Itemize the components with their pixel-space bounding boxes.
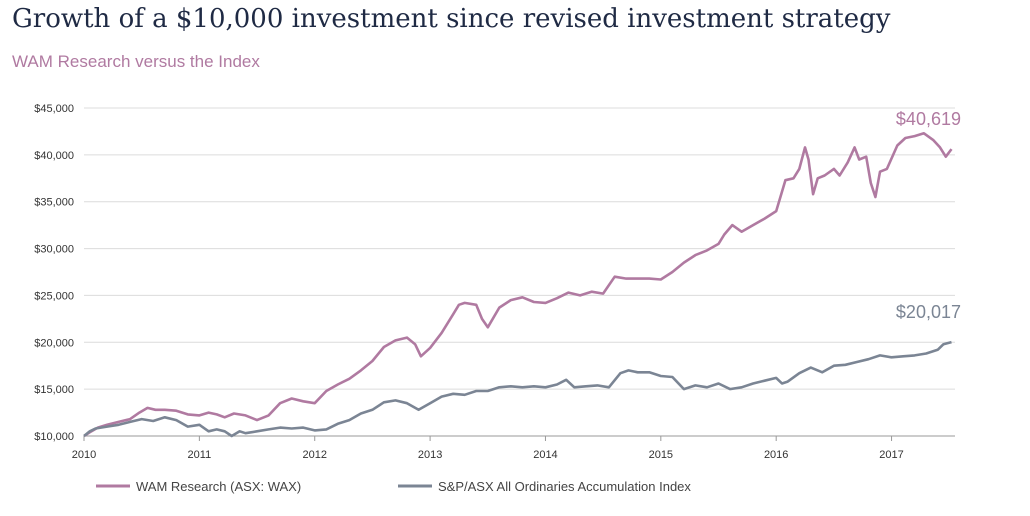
legend-label: S&P/ASX All Ordinaries Accumulation Inde… bbox=[438, 479, 691, 494]
x-tick-label: 2017 bbox=[879, 449, 903, 461]
page-subtitle: WAM Research versus the Index bbox=[12, 52, 260, 71]
y-tick-label: $15,000 bbox=[34, 384, 74, 396]
x-tick-label: 2014 bbox=[533, 449, 557, 461]
y-axis-ticks: $10,000 $15,000 $20,000 $25,000 $30,000 $35,0… bbox=[34, 103, 74, 443]
end-labels: $40,619 $20,017 bbox=[896, 109, 961, 322]
y-tick-label: $25,000 bbox=[34, 290, 74, 302]
series-line-0 bbox=[83, 132, 953, 438]
x-tick-label: 2016 bbox=[764, 449, 788, 461]
gridlines bbox=[84, 107, 955, 437]
y-tick-label: $45,000 bbox=[34, 103, 74, 115]
series-line-1 bbox=[83, 340, 952, 438]
y-tick-label: $35,000 bbox=[34, 197, 74, 209]
legend-label: WAM Research (ASX: WAX) bbox=[136, 479, 301, 494]
y-tick-label: $40,000 bbox=[34, 150, 74, 162]
x-tick-label: 2012 bbox=[302, 449, 326, 461]
x-tick-label: 2015 bbox=[649, 449, 673, 461]
x-axis-ticks: 2010 2011 2012 2013 2014 2015 2016 2017 bbox=[72, 436, 904, 461]
y-tick-label: $30,000 bbox=[34, 244, 74, 256]
y-tick-label: $20,000 bbox=[34, 337, 74, 349]
end-value-label: $20,017 bbox=[896, 302, 961, 322]
page-title: Growth of a $10,000 investment since rev… bbox=[12, 4, 891, 34]
x-tick-label: 2010 bbox=[72, 449, 96, 461]
x-tick-label: 2011 bbox=[188, 449, 212, 461]
series-lines bbox=[83, 132, 953, 438]
y-tick-label: $10,000 bbox=[34, 431, 74, 443]
end-value-label: $40,619 bbox=[896, 109, 961, 129]
legend: WAM Research (ASX: WAX) S&P/ASX All Ordin… bbox=[96, 479, 691, 494]
x-tick-label: 2013 bbox=[418, 449, 442, 461]
